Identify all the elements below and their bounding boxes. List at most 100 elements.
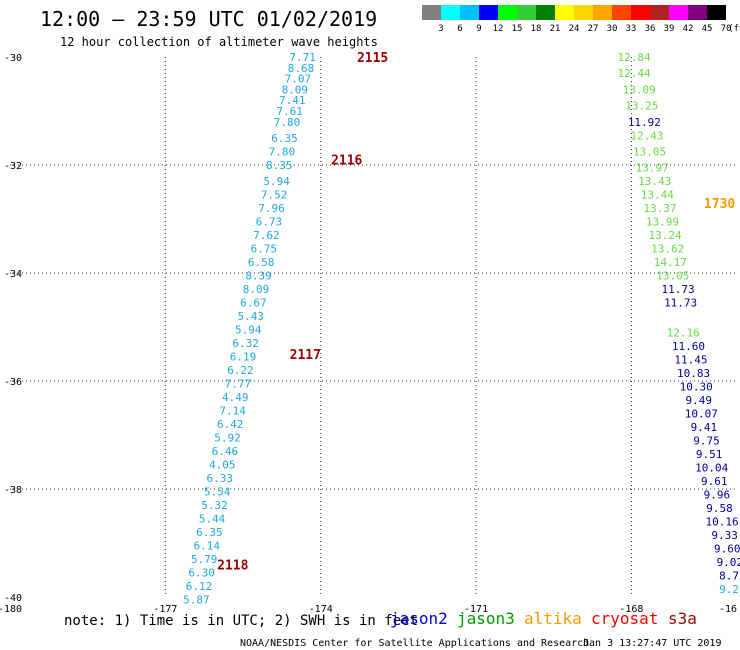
wave-height-value: 7.71 (289, 51, 316, 64)
colorbar-label: 39 (664, 24, 675, 34)
colorbar-swatch (574, 5, 593, 20)
wave-height-value: 6.35 (196, 526, 223, 539)
legend-jason3: jason3 (457, 609, 515, 628)
x-tick-label: -177 (153, 604, 177, 615)
wave-height-value: 9.96 (704, 488, 731, 501)
pass-time-label: 2116 (331, 154, 362, 169)
colorbar-label: 3 (438, 24, 443, 34)
pass-time-label: 2115 (357, 51, 388, 66)
legend-cryosat: cryosat (591, 609, 658, 628)
wave-height-value: 8.09 (282, 83, 309, 96)
wave-height-value: 7.61 (276, 105, 303, 118)
y-tick-label: -32 (4, 161, 22, 172)
wave-height-value: 12.44 (617, 67, 650, 80)
wave-height-value: 12.84 (617, 51, 650, 64)
wave-height-value: 7.62 (253, 229, 280, 242)
wave-height-value: 6.42 (217, 418, 244, 431)
colorbar-label: (ft) (728, 24, 740, 34)
colorbar-label: 30 (607, 24, 618, 34)
colorbar-label: 70 (721, 24, 732, 34)
colorbar-label: 36 (645, 24, 656, 34)
wave-height-value: 9.75 (693, 434, 720, 447)
wave-height-value: 6.73 (256, 216, 283, 229)
wave-height-value: 5.94 (235, 324, 262, 337)
x-tick-label: -180 (0, 604, 22, 615)
wave-height-value: 5.92 (214, 432, 241, 445)
y-tick-label: -30 (4, 53, 22, 64)
wave-height-value: 9.33 (711, 529, 738, 542)
wave-height-value: 13.05 (656, 270, 689, 283)
chart-subtitle: 12 hour collection of altimeter wave hei… (60, 35, 378, 49)
colorbar-swatch (498, 5, 517, 20)
x-tick-label: -171 (464, 604, 488, 615)
wave-height-value: 9.23 (719, 583, 740, 596)
footer-credit: NOAA/NESDIS Center for Satellite Applica… (240, 638, 589, 649)
wave-height-value: 9.02 (717, 556, 740, 569)
axis-ticks: -30 -32 -34 -36 -38 -40-180 -177 -174 -171 -168 -1… (0, 53, 737, 615)
wave-height-value: 5.44 (199, 513, 226, 526)
wave-height-value: 13.62 (651, 243, 684, 256)
wave-height-value: 5.54 (204, 486, 231, 499)
wave-height-value: 6.67 (240, 297, 267, 310)
wave-height-value: 9.51 (696, 448, 723, 461)
colorbar-label: 21 (550, 24, 561, 34)
wave-height-value: 10.83 (677, 367, 710, 380)
wave-height-value: 7.07 (285, 73, 312, 86)
wave-height-value: 10.07 (685, 407, 718, 420)
wave-height-value: 6.46 (212, 445, 239, 458)
pass-time-labels: 2115211621172118173017291414471448 (217, 51, 735, 574)
colorbar-swatch (422, 5, 441, 20)
chart-title: 12:00 — 23:59 UTC 01/02/2019 (40, 7, 377, 31)
wave-height-value: 4.49 (222, 391, 249, 404)
colorbar-swatch (650, 5, 669, 20)
wave-height-value: 9.49 (686, 394, 713, 407)
wave-height-value: 6.30 (188, 567, 215, 580)
wave-height-value: 7.80 (274, 116, 301, 129)
colorbar-swatch (669, 5, 688, 20)
wave-height-value: 8.68 (288, 62, 315, 75)
wave-height-value: 13.97 (636, 162, 669, 175)
wave-height-value: 11.45 (674, 353, 707, 366)
colorbar-label: 9 (476, 24, 481, 34)
wave-height-value: 7.14 (219, 405, 246, 418)
pass-time-label: 2117 (290, 348, 321, 363)
colorbar-label: 42 (683, 24, 694, 34)
wave-height-value: 10.16 (705, 515, 738, 528)
wave-height-value: 6.75 (251, 243, 278, 256)
colorbar-swatch (460, 5, 479, 20)
legend-s3a: s3a (668, 609, 697, 628)
colorbar-swatch (517, 5, 536, 20)
x-tick-label: -174 (309, 604, 333, 615)
wave-height-value: 7.77 (225, 378, 252, 391)
pass-time-label: 2118 (217, 559, 248, 574)
colorbar-swatch (536, 5, 555, 20)
y-tick-label: -38 (4, 485, 22, 496)
colorbar-label: 45 (702, 24, 713, 34)
wave-height-value: 11.73 (664, 297, 697, 310)
wave-height-value: 8.35 (266, 159, 293, 172)
colorbar-swatch (707, 5, 726, 20)
wave-height-value: 13.43 (638, 175, 671, 188)
wave-height-value: 4.05 (209, 459, 236, 472)
wave-height-value: 13.37 (643, 202, 676, 215)
satellite-legend: jason2 jason3 altika cryosat s3a (390, 609, 697, 628)
colorbar-swatch (688, 5, 707, 20)
colorbar-swatch (555, 5, 574, 20)
legend-altika: altika (524, 609, 582, 628)
colorbar-label: 27 (588, 24, 599, 34)
wave-height-value: 7.41 (279, 94, 306, 107)
wave-height-value: 13.09 (623, 83, 656, 96)
y-tick-label: -34 (4, 269, 22, 280)
wave-height-value: 13.44 (641, 189, 674, 202)
wave-height-value: 13.05 (633, 146, 666, 159)
wave-height-value: 6.22 (227, 364, 254, 377)
wave-height-value: 6.58 (248, 256, 275, 269)
wave-height-value: 6.12 (186, 580, 213, 593)
wave-height-value: 7.96 (258, 202, 285, 215)
pass-time-label: 1730 (704, 197, 735, 212)
x-tick-label: -16 (719, 604, 737, 615)
wave-height-value: 11.73 (661, 283, 694, 296)
data-values: 7.718.687.078.097.417.617.806.357.808.35… (183, 51, 740, 607)
